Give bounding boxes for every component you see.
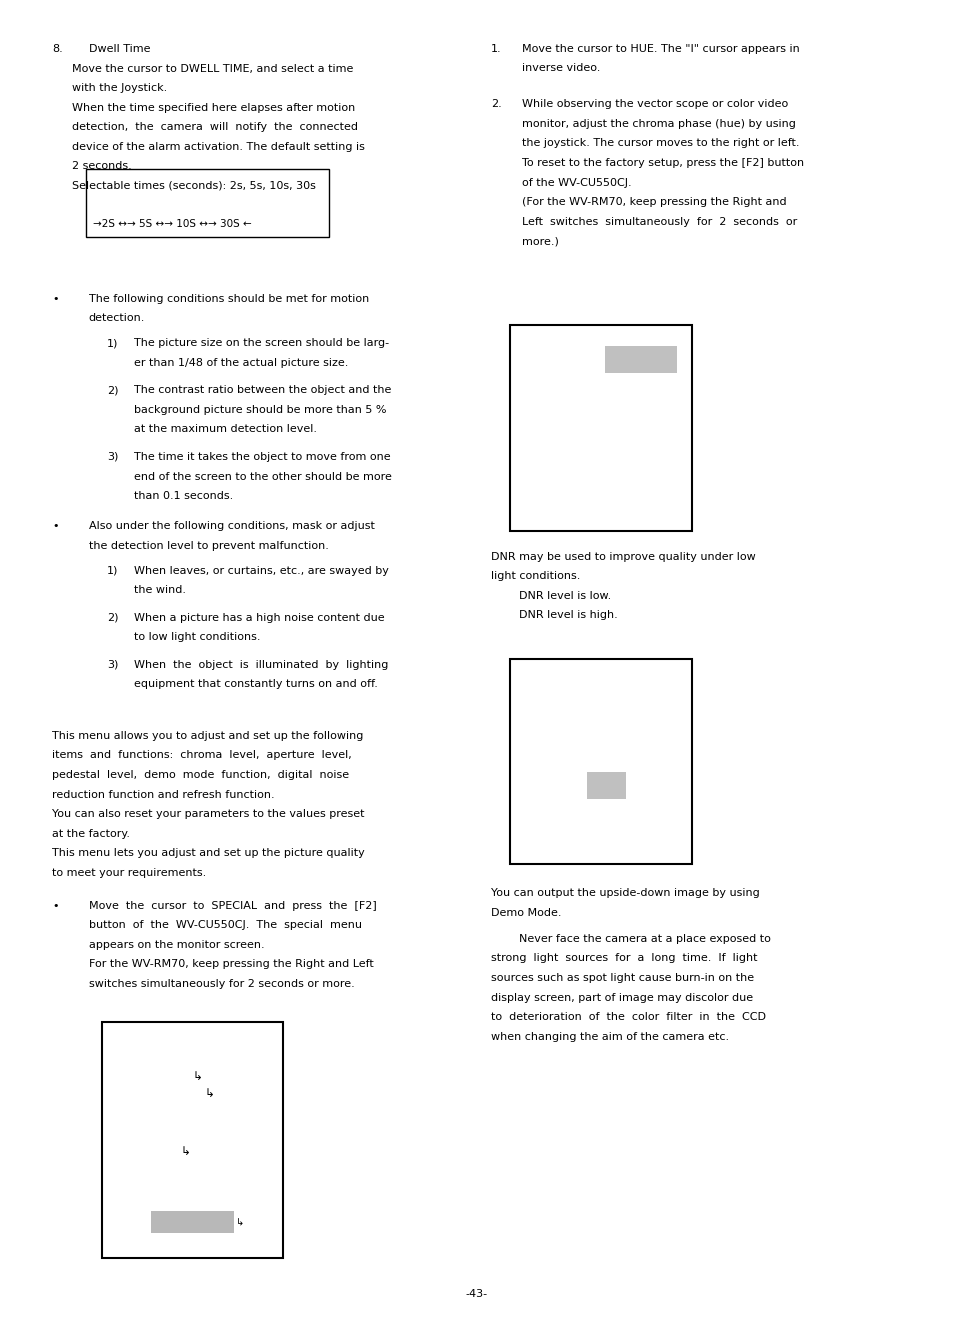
- Text: strong  light  sources  for  a  long  time.  If  light: strong light sources for a long time. If…: [491, 954, 757, 963]
- Text: 3): 3): [107, 452, 118, 462]
- Text: display screen, part of image may discolor due: display screen, part of image may discol…: [491, 992, 753, 1003]
- Text: When the time specified here elapses after motion: When the time specified here elapses aft…: [71, 103, 355, 112]
- Text: DNR level is high.: DNR level is high.: [491, 610, 618, 620]
- Text: Dwell Time: Dwell Time: [89, 44, 150, 54]
- Bar: [102, 1023, 283, 1258]
- Text: 2 seconds.: 2 seconds.: [71, 161, 132, 172]
- Text: pedestal  level,  demo  mode  function,  digital  noise: pedestal level, demo mode function, digi…: [52, 770, 349, 781]
- Text: to  deterioration  of  the  color  filter  in  the  CCD: to deterioration of the color filter in …: [491, 1012, 765, 1023]
- Text: To reset to the factory setup, press the [F2] button: To reset to the factory setup, press the…: [521, 157, 803, 168]
- Text: to meet your requirements.: to meet your requirements.: [52, 868, 207, 878]
- Text: the joystick. The cursor moves to the right or left.: the joystick. The cursor moves to the ri…: [521, 139, 799, 148]
- Text: 1): 1): [107, 339, 118, 348]
- Text: light conditions.: light conditions.: [491, 572, 580, 581]
- Bar: [86, 169, 329, 237]
- Text: 8.: 8.: [52, 44, 63, 54]
- Text: Demo Mode.: Demo Mode.: [491, 908, 561, 918]
- Text: →2S ↔→ 5S ↔→ 10S ↔→ 30S ←: →2S ↔→ 5S ↔→ 10S ↔→ 30S ←: [93, 218, 252, 229]
- Text: Selectable times (seconds): 2s, 5s, 10s, 30s: Selectable times (seconds): 2s, 5s, 10s,…: [71, 181, 315, 191]
- Text: You can also reset your parameters to the values preset: You can also reset your parameters to th…: [52, 810, 365, 819]
- Text: device of the alarm activation. The default setting is: device of the alarm activation. The defa…: [71, 142, 364, 152]
- Bar: [604, 345, 677, 373]
- Text: Move the cursor to HUE. The "I" cursor appears in: Move the cursor to HUE. The "I" cursor a…: [521, 44, 799, 54]
- Text: at the maximum detection level.: at the maximum detection level.: [133, 425, 316, 434]
- Text: to low light conditions.: to low light conditions.: [133, 632, 260, 643]
- Bar: [151, 1211, 234, 1233]
- Text: 2): 2): [107, 613, 118, 623]
- Text: equipment that constantly turns on and off.: equipment that constantly turns on and o…: [133, 680, 377, 689]
- Text: 1.: 1.: [491, 44, 501, 54]
- Text: sources such as spot light cause burn-in on the: sources such as spot light cause burn-in…: [491, 972, 754, 983]
- Text: the detection level to prevent malfunction.: the detection level to prevent malfuncti…: [89, 541, 328, 550]
- Text: detection,  the  camera  will  notify  the  connected: detection, the camera will notify the co…: [71, 122, 357, 132]
- Text: •: •: [52, 901, 59, 910]
- Text: er than 1/48 of the actual picture size.: er than 1/48 of the actual picture size.: [133, 357, 348, 368]
- Bar: [510, 659, 691, 864]
- Text: 2): 2): [107, 385, 118, 396]
- Text: (For the WV-RM70, keep pressing the Right and: (For the WV-RM70, keep pressing the Righ…: [521, 197, 785, 208]
- Text: •: •: [52, 294, 59, 304]
- Text: Never face the camera at a place exposed to: Never face the camera at a place exposed…: [491, 934, 770, 943]
- Text: -43-: -43-: [465, 1289, 488, 1299]
- Text: DNR may be used to improve quality under low: DNR may be used to improve quality under…: [491, 552, 756, 562]
- Text: monitor, adjust the chroma phase (hue) by using: monitor, adjust the chroma phase (hue) b…: [521, 119, 795, 128]
- Text: The picture size on the screen should be larg-: The picture size on the screen should be…: [133, 339, 388, 348]
- Text: Move  the  cursor  to  SPECIAL  and  press  the  [F2]: Move the cursor to SPECIAL and press the…: [89, 901, 376, 910]
- Text: When leaves, or curtains, etc., are swayed by: When leaves, or curtains, etc., are sway…: [133, 566, 388, 576]
- Text: than 0.1 seconds.: than 0.1 seconds.: [133, 491, 233, 501]
- Text: of the WV-CU550CJ.: of the WV-CU550CJ.: [521, 177, 631, 188]
- Text: The following conditions should be met for motion: The following conditions should be met f…: [89, 294, 369, 304]
- Text: end of the screen to the other should be more: end of the screen to the other should be…: [133, 471, 391, 482]
- Text: You can output the upside-down image by using: You can output the upside-down image by …: [491, 888, 760, 898]
- Text: button  of  the  WV-CU550CJ.  The  special  menu: button of the WV-CU550CJ. The special me…: [89, 921, 361, 930]
- Text: Move the cursor to DWELL TIME, and select a time: Move the cursor to DWELL TIME, and selec…: [71, 64, 353, 74]
- Text: When a picture has a high noise content due: When a picture has a high noise content …: [133, 613, 384, 623]
- Text: switches simultaneously for 2 seconds or more.: switches simultaneously for 2 seconds or…: [89, 979, 355, 990]
- Text: Also under the following conditions, mask or adjust: Also under the following conditions, mas…: [89, 521, 375, 532]
- Text: This menu lets you adjust and set up the picture quality: This menu lets you adjust and set up the…: [52, 848, 365, 859]
- Text: reduction function and refresh function.: reduction function and refresh function.: [52, 790, 274, 799]
- Text: at the factory.: at the factory.: [52, 828, 131, 839]
- Text: DNR level is low.: DNR level is low.: [491, 591, 611, 601]
- Text: While observing the vector scope or color video: While observing the vector scope or colo…: [521, 99, 787, 110]
- Text: ↳: ↳: [180, 1144, 190, 1158]
- Text: detection.: detection.: [89, 314, 145, 323]
- Text: when changing the aim of the camera etc.: when changing the aim of the camera etc.: [491, 1032, 729, 1041]
- Bar: [510, 325, 691, 531]
- Text: 2.: 2.: [491, 99, 501, 110]
- Text: with the Joystick.: with the Joystick.: [71, 83, 167, 93]
- Text: ↳: ↳: [193, 1069, 202, 1082]
- Text: the wind.: the wind.: [133, 585, 186, 595]
- Text: Left  switches  simultaneously  for  2  seconds  or: Left switches simultaneously for 2 secon…: [521, 217, 797, 226]
- Text: appears on the monitor screen.: appears on the monitor screen.: [89, 939, 264, 950]
- Text: items  and  functions:  chroma  level,  aperture  level,: items and functions: chroma level, apert…: [52, 750, 352, 761]
- Text: inverse video.: inverse video.: [521, 64, 599, 73]
- Text: 3): 3): [107, 660, 118, 669]
- Bar: [586, 771, 626, 799]
- Text: This menu allows you to adjust and set up the following: This menu allows you to adjust and set u…: [52, 730, 363, 741]
- Text: more.): more.): [521, 237, 558, 246]
- Text: ↳: ↳: [236, 1217, 244, 1228]
- Text: The contrast ratio between the object and the: The contrast ratio between the object an…: [133, 385, 391, 396]
- Text: background picture should be more than 5 %: background picture should be more than 5…: [133, 405, 386, 415]
- Text: 1): 1): [107, 566, 118, 576]
- Text: ↳: ↳: [204, 1088, 213, 1101]
- Text: For the WV-RM70, keep pressing the Right and Left: For the WV-RM70, keep pressing the Right…: [89, 959, 373, 970]
- Text: •: •: [52, 521, 59, 532]
- Text: When  the  object  is  illuminated  by  lighting: When the object is illuminated by lighti…: [133, 660, 388, 669]
- Text: The time it takes the object to move from one: The time it takes the object to move fro…: [133, 452, 390, 462]
